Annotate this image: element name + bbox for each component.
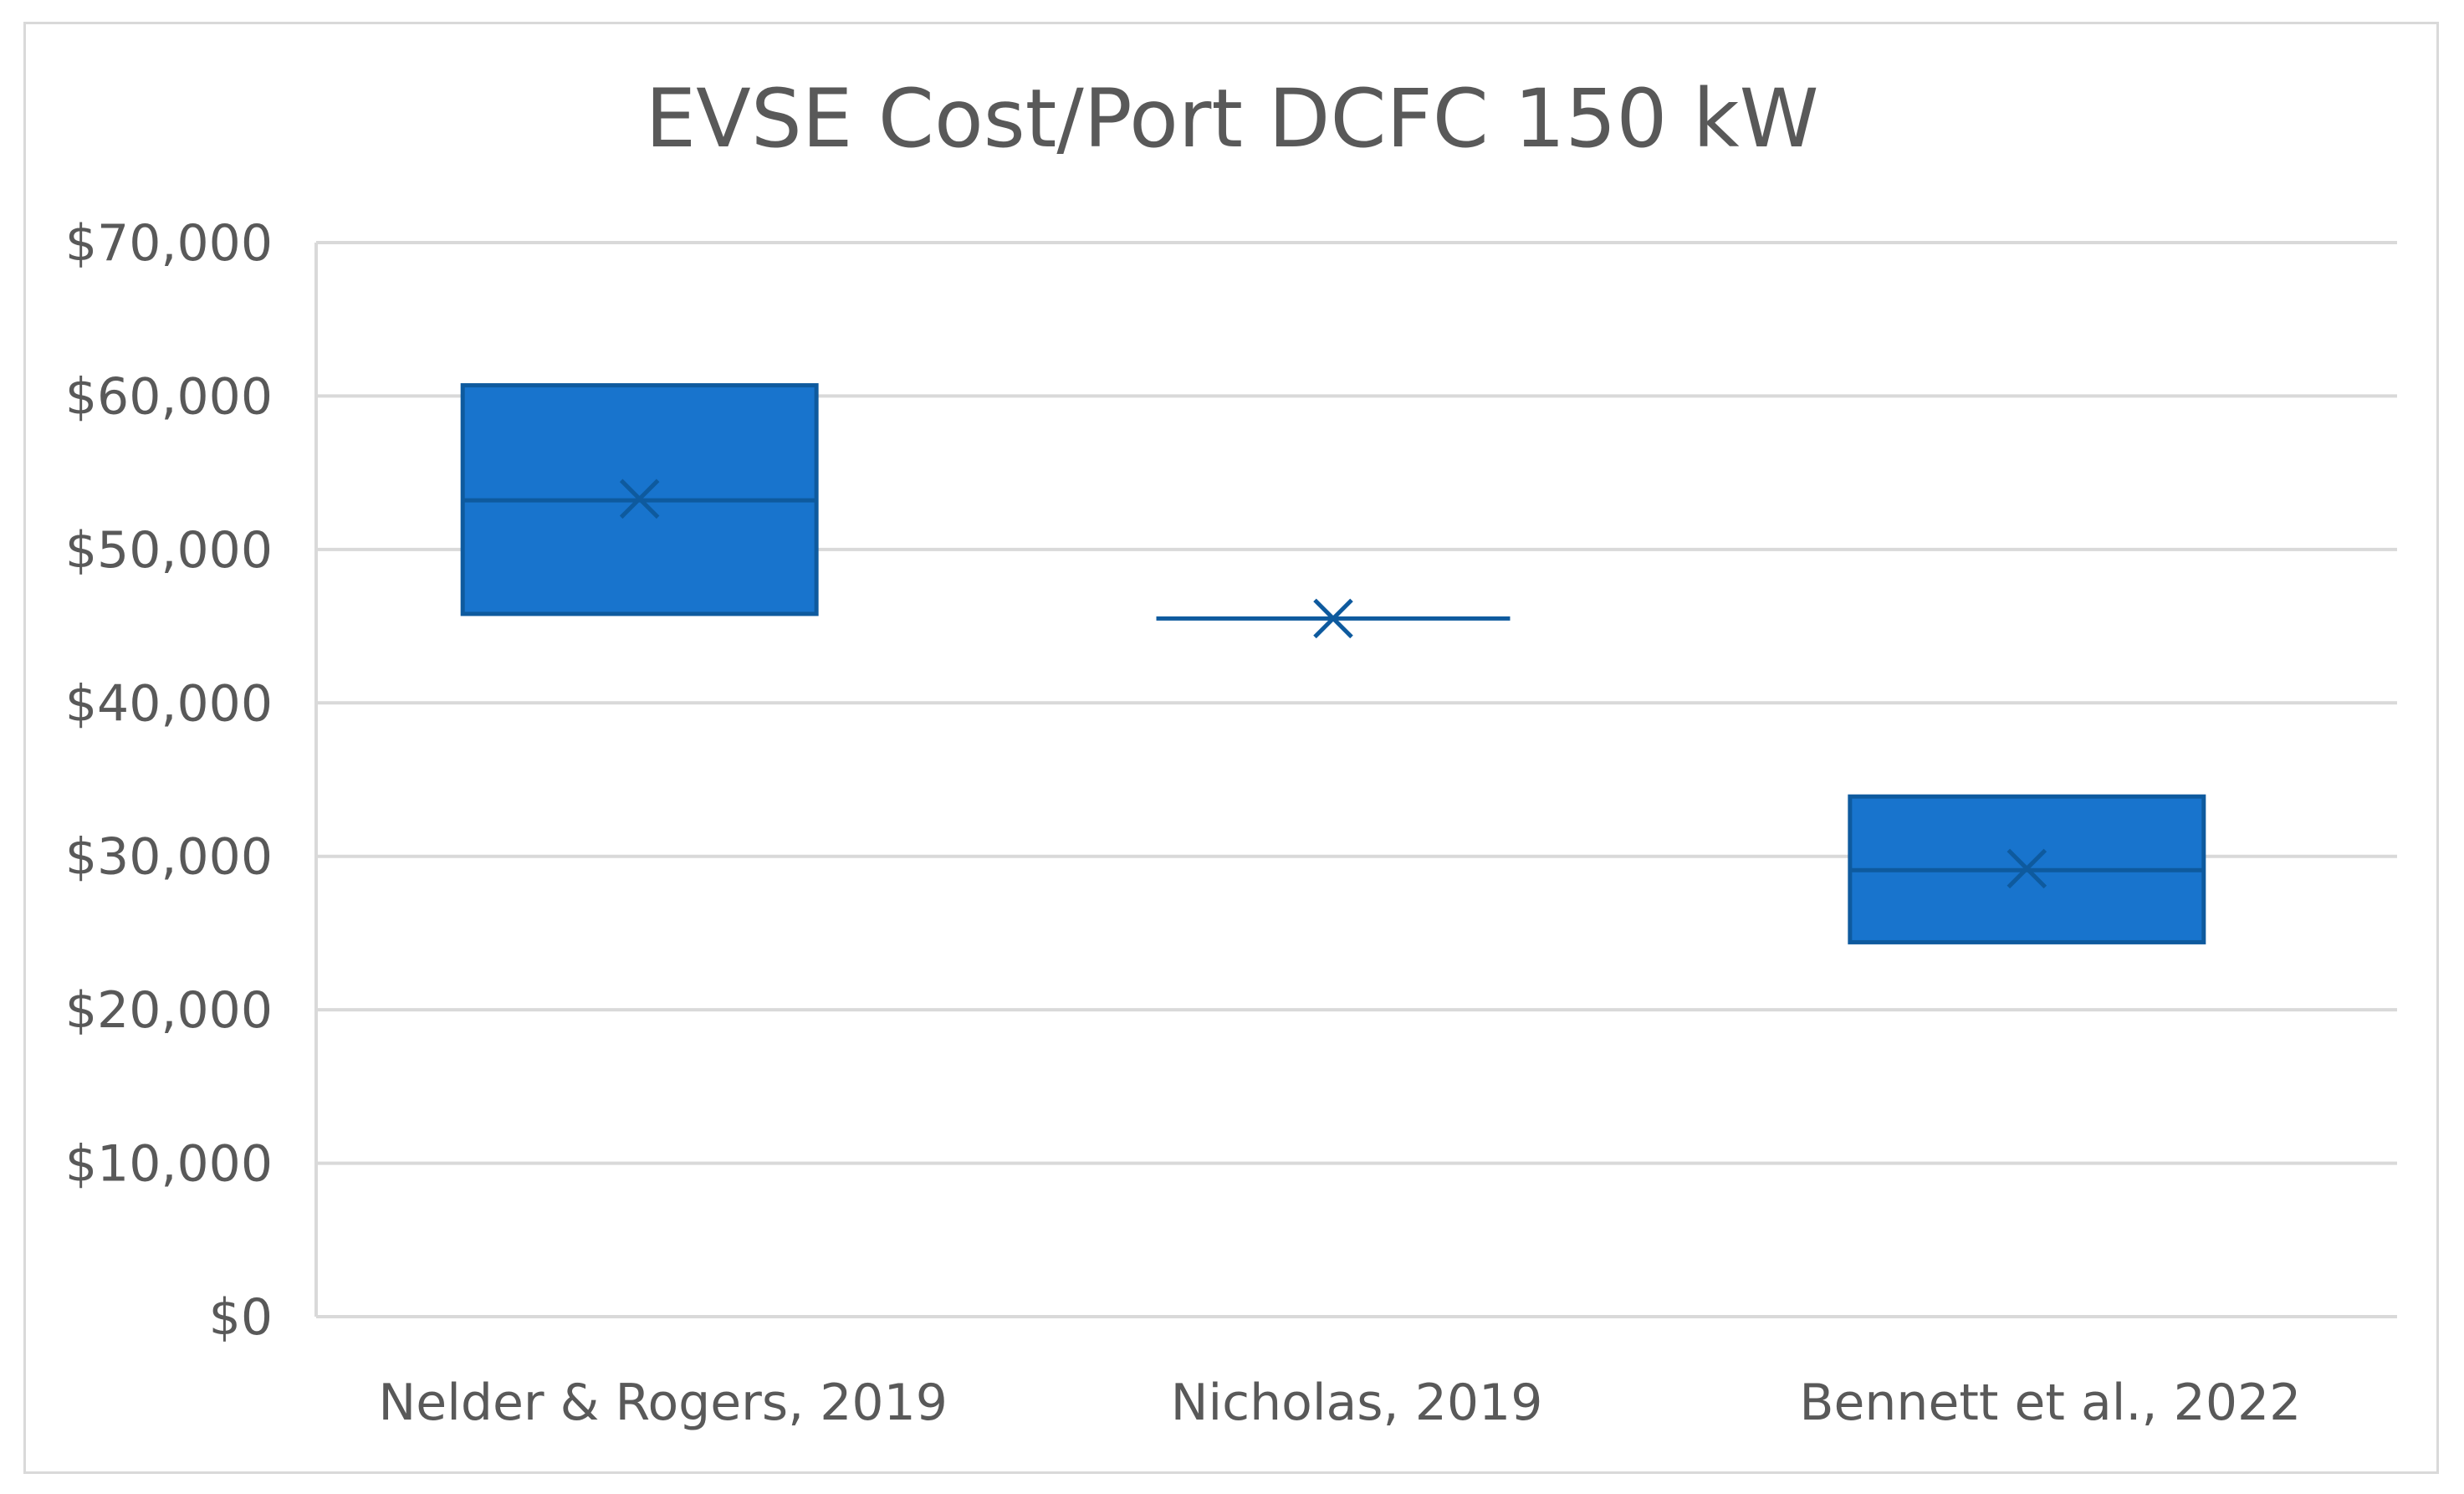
chart-title: EVSE Cost/Port DCFC 150 kW xyxy=(645,72,1818,166)
box-0[interactable] xyxy=(460,383,819,617)
y-tick-label: $60,000 xyxy=(65,367,273,426)
grid-layer xyxy=(314,241,2397,1318)
y-tick-label: $50,000 xyxy=(65,521,273,580)
y-tick-label: $30,000 xyxy=(65,828,273,887)
x-tick-label: Nicholas, 2019 xyxy=(1171,1374,1543,1432)
x-tick-label: Bennett et al., 2022 xyxy=(1799,1374,2301,1432)
chart-frame xyxy=(23,22,2439,1474)
box-2[interactable] xyxy=(1848,794,2206,944)
y-tick-label: $70,000 xyxy=(65,214,273,273)
y-tick-label: $40,000 xyxy=(65,674,273,733)
y-tick-label: $0 xyxy=(209,1288,273,1347)
y-axis-ticks: $0 $10,000 $20,000 $30,000 $40,000 $50,000 $60… xyxy=(65,214,273,1347)
x-tick-label: Nelder & Rogers, 2019 xyxy=(378,1374,948,1432)
y-tick-label: $10,000 xyxy=(65,1135,273,1194)
box-1[interactable] xyxy=(1156,598,1511,639)
y-tick-label: $20,000 xyxy=(65,981,273,1040)
mean-marker xyxy=(2006,848,2047,889)
mean-marker xyxy=(1313,598,1353,639)
mean-marker xyxy=(619,478,660,519)
x-axis-ticks: Nelder & Rogers, 2019 Nicholas, 2019 Benne… xyxy=(378,1374,2301,1432)
box-layer xyxy=(460,383,2206,944)
